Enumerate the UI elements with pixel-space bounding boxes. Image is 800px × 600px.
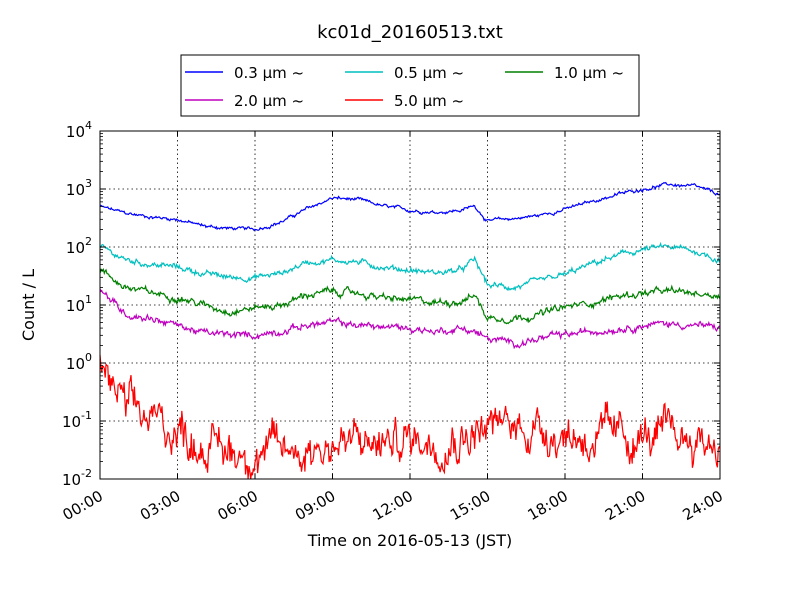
y-tick-base: 10: [66, 181, 85, 199]
series-line-3: [99, 288, 721, 350]
series-line-1: [99, 241, 721, 292]
y-tick-base: 10: [62, 413, 81, 431]
series-line-0: [99, 181, 721, 232]
y-tick-exponent: 2: [85, 235, 92, 248]
x-axis-label: Time on 2016-05-13 (JST): [307, 531, 512, 550]
y-axis-label: Count / L: [19, 269, 38, 341]
y-tick-exponent: -2: [81, 467, 92, 480]
legend-box: [180, 54, 640, 117]
y-tick-label: 10-1: [62, 409, 92, 431]
series-line-4: [99, 354, 721, 480]
y-tick-label: 100: [66, 351, 92, 373]
y-tick-base: 10: [66, 123, 85, 141]
y-tick-exponent: 1: [85, 293, 92, 306]
y-tick-exponent: -1: [81, 409, 92, 422]
y-tick-exponent: 4: [85, 119, 92, 132]
legend: 0.3 μm ~ 0.5 μm ~ 1.0 μm ~ 2.0 μm ~ 5.0 μm ~: [180, 54, 640, 117]
y-tick-label: 102: [66, 235, 92, 257]
legend-label-2: 1.0 μm ~: [554, 64, 624, 82]
legend-label-4: 5.0 μm ~: [394, 92, 464, 110]
y-tick-base: 10: [66, 239, 85, 257]
y-tick-base: 10: [66, 355, 85, 373]
axis-ticks: [99, 130, 721, 480]
series-line-2: [99, 267, 721, 325]
legend-label-0: 0.3 μm ~: [234, 64, 304, 82]
y-tick-exponent: 0: [85, 351, 92, 364]
legend-label-3: 2.0 μm ~: [234, 92, 304, 110]
series-lines: [99, 181, 721, 480]
y-tick-base: 10: [62, 471, 81, 489]
y-tick-label: 101: [66, 293, 92, 315]
y-tick-label: 104: [66, 119, 92, 141]
legend-label-1: 0.5 μm ~: [394, 64, 464, 82]
y-tick-label: 103: [66, 177, 92, 199]
y-tick-exponent: 3: [85, 177, 92, 190]
chart-title: kc01d_20160513.txt: [317, 22, 503, 43]
y-tick-base: 10: [66, 297, 85, 315]
y-tick-label: 10-2: [62, 467, 92, 489]
